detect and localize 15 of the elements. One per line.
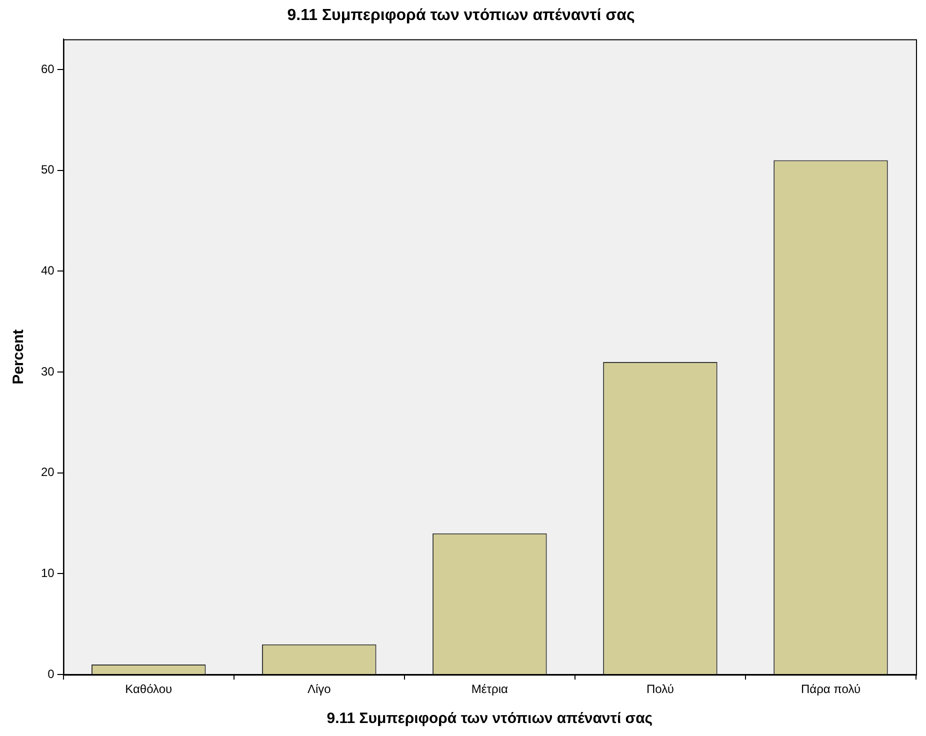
y-tick-label: 60: [40, 62, 55, 76]
x-tick-label: Πολύ: [646, 682, 674, 696]
y-tick-label: 20: [40, 465, 55, 480]
x-tick-label: Καθόλου: [125, 682, 172, 696]
y-tick-label: 50: [40, 162, 55, 177]
x-tick-label: Λίγο: [307, 682, 332, 696]
x-tick-label: Μέτρια: [471, 682, 508, 696]
y-tick-label: 10: [40, 566, 55, 580]
y-tick-label: 0: [48, 666, 55, 681]
y-tick-label: 30: [40, 364, 55, 378]
chart-title: 9.11 Συμπεριφορά των ντόπιων απέναντί σας: [287, 7, 635, 24]
y-axis-title: Percent: [10, 329, 28, 384]
x-tick-label: Πάρα πολύ: [800, 682, 860, 696]
y-tick-label: 40: [40, 263, 55, 278]
x-axis-title: 9.11 Συμπεριφορά των ντόπιων απέναντί σας: [326, 710, 653, 728]
